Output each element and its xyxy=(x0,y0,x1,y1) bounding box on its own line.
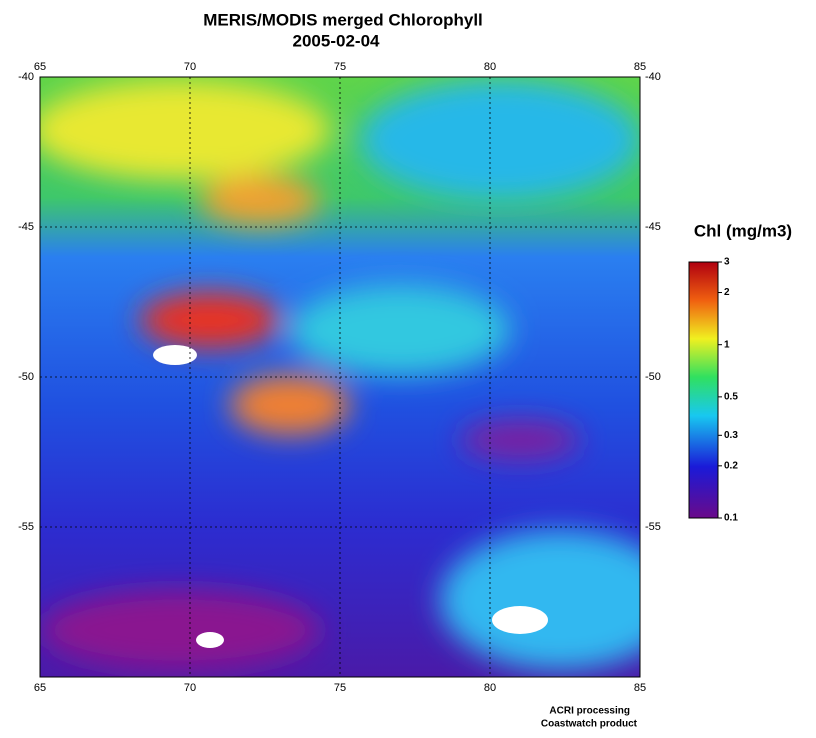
lon-tick-label: 70 xyxy=(184,682,196,694)
lat-tick-label: -55 xyxy=(645,521,661,533)
colorbar-tick-label: 0.5 xyxy=(724,392,738,403)
colorbar-title: Chl (mg/m3) xyxy=(694,221,792,240)
lat-tick-label: -50 xyxy=(18,371,34,383)
lon-tick-label: 85 xyxy=(634,61,646,73)
lat-tick-label: -50 xyxy=(645,371,661,383)
credit: ACRI processing xyxy=(549,706,630,717)
colorbar-tick-label: 3 xyxy=(724,257,730,268)
lat-tick-label: -45 xyxy=(645,221,661,233)
colorbar xyxy=(688,261,719,519)
colorbar-tick-label: 0.2 xyxy=(724,460,738,471)
lon-tick-label: 75 xyxy=(334,682,346,694)
lon-tick-label: 85 xyxy=(634,682,646,694)
lat-tick-label: -40 xyxy=(18,71,34,83)
lon-tick-label: 80 xyxy=(484,682,496,694)
colorbar-tick-label: 2 xyxy=(724,287,730,298)
lat-tick-label: -40 xyxy=(645,71,661,83)
colorbar-tick-label: 0.1 xyxy=(724,513,738,524)
lon-tick-label: 65 xyxy=(34,61,46,73)
credit: Coastwatch product xyxy=(541,719,638,730)
lon-tick-label: 75 xyxy=(334,61,346,73)
date: 2005-02-04 xyxy=(293,31,381,50)
lat-tick-label: -55 xyxy=(18,521,34,533)
colorbar-tick-label: 1 xyxy=(724,339,730,350)
colorbar-tick-label: 0.3 xyxy=(724,430,738,441)
lon-tick-label: 70 xyxy=(184,61,196,73)
lon-tick-label: 65 xyxy=(34,682,46,694)
lon-tick-label: 80 xyxy=(484,61,496,73)
lat-tick-label: -45 xyxy=(18,221,34,233)
title: MERIS/MODIS merged Chlorophyll xyxy=(203,10,483,29)
